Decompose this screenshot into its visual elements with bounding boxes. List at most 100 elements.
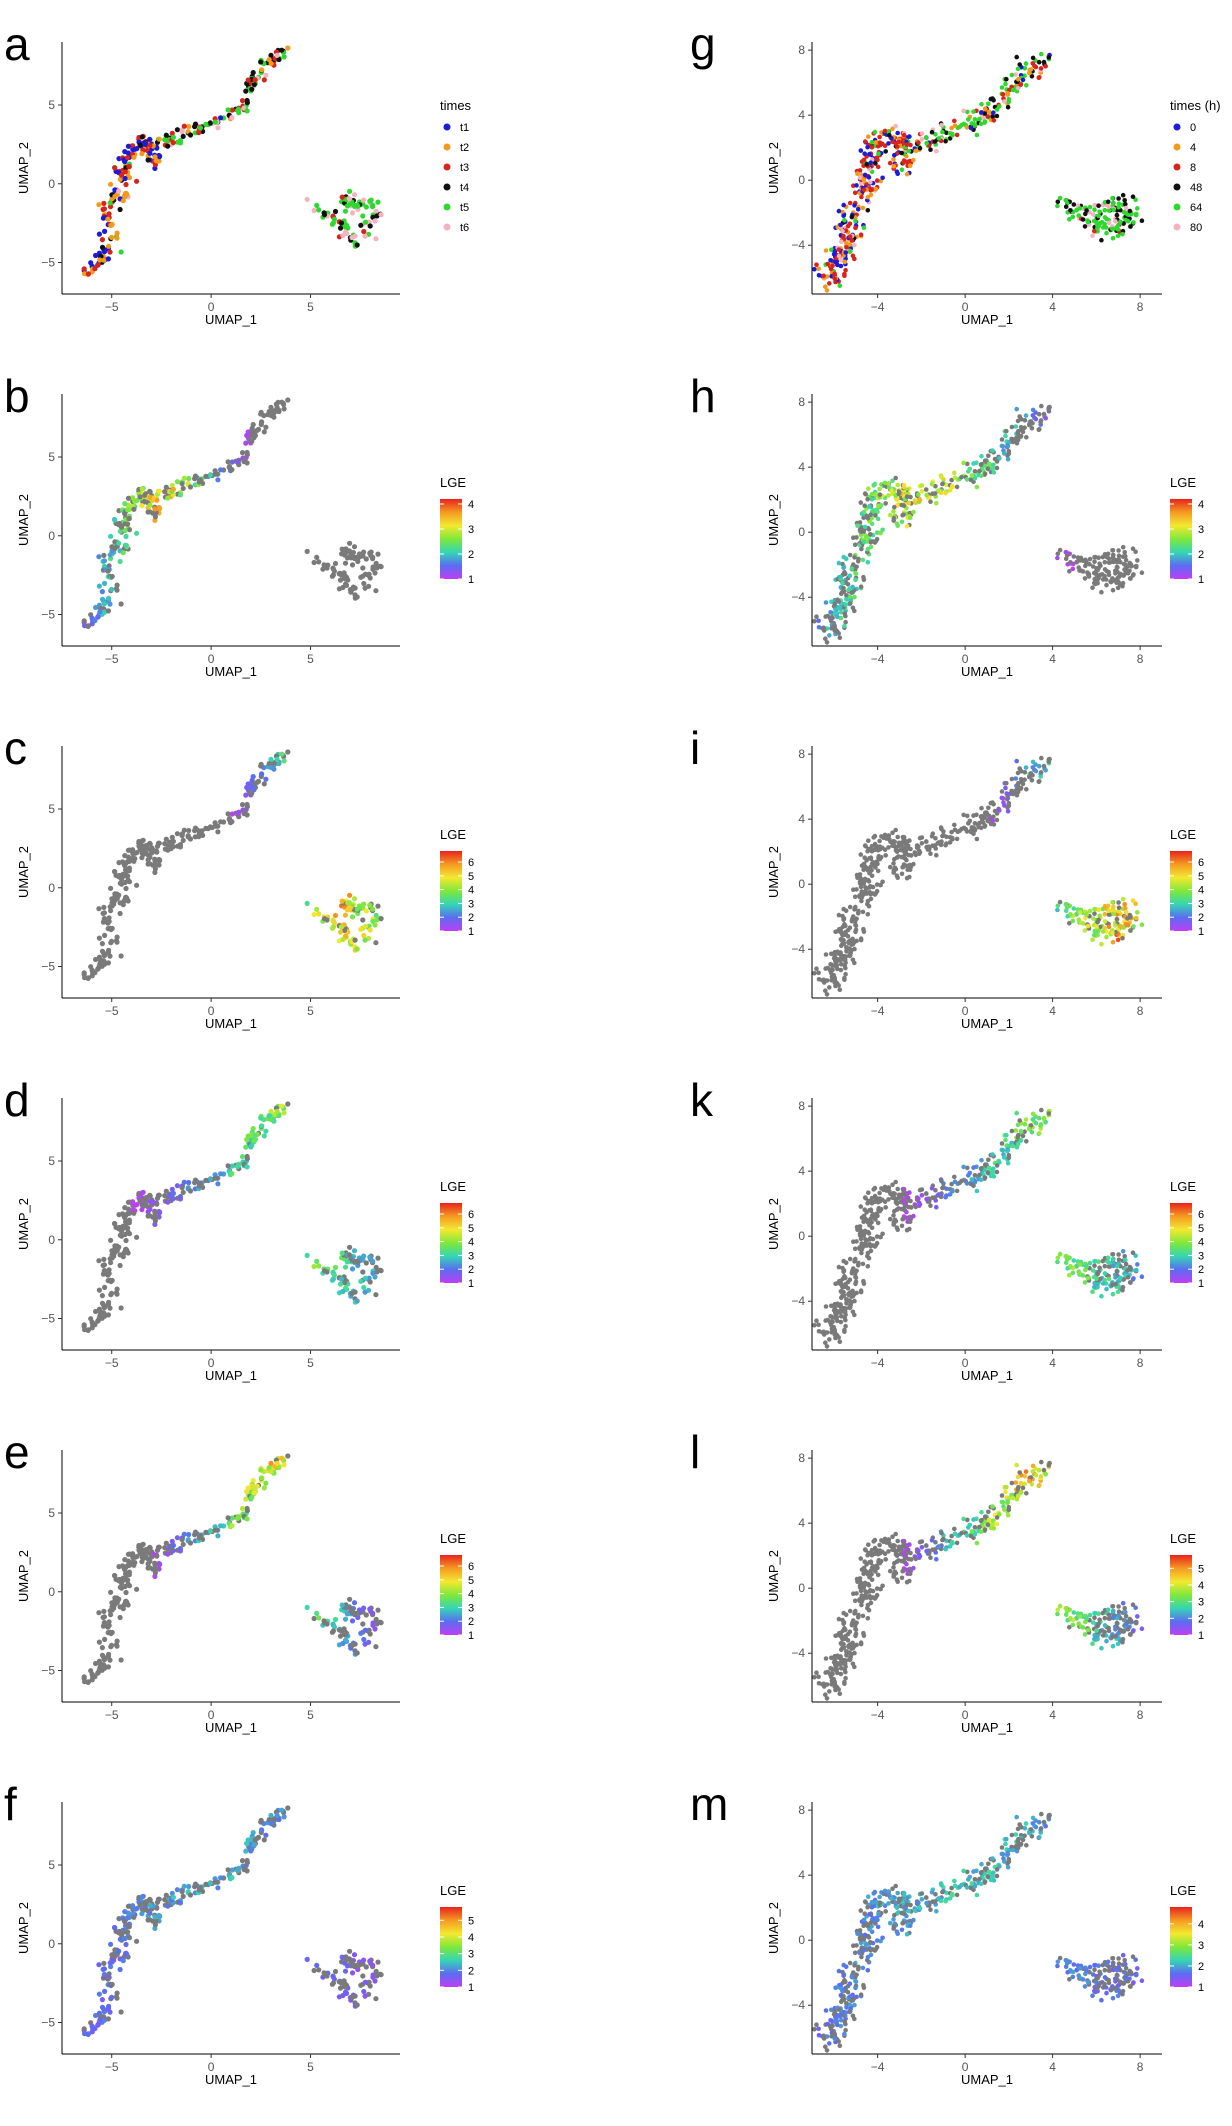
data-point [868,512,873,517]
data-point [1120,583,1125,589]
data-point [836,253,842,259]
data-point [837,987,843,992]
data-point [841,1258,846,1264]
data-point [1018,786,1024,791]
data-point [235,106,242,112]
data-point [966,469,971,474]
x-tick-label: 0 [208,1004,215,1018]
data-point [106,1651,112,1657]
data-point [351,896,358,902]
data-point [311,1615,317,1622]
data-point [124,1915,131,1921]
data-point [258,763,264,769]
data-point [147,1198,153,1205]
data-point [823,988,828,993]
data-point [844,241,849,246]
data-point [1096,213,1101,219]
data-point [1097,209,1102,215]
data-point [972,827,978,832]
data-point [268,52,274,59]
data-point [828,1314,833,1319]
data-point [361,1988,367,1995]
data-point [1076,213,1081,218]
data-point [1005,104,1011,110]
data-point [1055,551,1061,557]
data-point [101,1262,107,1268]
data-point [124,1211,131,1217]
data-point [125,847,131,853]
data-point [122,175,128,182]
data-point [252,1485,258,1491]
data-point [268,1116,274,1123]
data-point [362,1275,369,1281]
data-point [868,884,873,889]
data-point [101,601,107,607]
data-point [125,1199,131,1205]
data-point [134,882,140,888]
data-point [838,574,843,580]
data-point [1036,763,1042,769]
data-point [373,1616,379,1622]
data-point [243,1848,249,1854]
data-point [1135,206,1140,211]
data-point [244,1164,250,1170]
data-point [816,1322,821,1328]
data-point [108,1260,114,1266]
data-point [114,1291,120,1297]
data-point [373,1968,379,1974]
data-point [337,1633,344,1639]
data-point [873,513,878,518]
data-point [853,929,858,935]
legend-title: times (h) [1170,98,1221,113]
data-point [841,937,846,943]
data-point [1005,795,1010,800]
data-point [847,925,853,930]
data-point [859,194,864,200]
data-point [861,509,867,515]
data-point [101,1256,107,1262]
data-point [1116,201,1122,206]
data-point [860,557,866,563]
data-point [375,1255,381,1261]
data-point [1039,403,1044,409]
data-point [105,960,111,966]
data-point [279,399,285,405]
panel-letter: c [4,722,27,774]
data-point [959,122,964,128]
data-point [134,1554,140,1560]
data-point [869,1195,875,1201]
data-point [1030,413,1036,418]
data-point [928,851,933,856]
data-point [857,168,863,173]
data-point [165,1903,171,1909]
data-point [1029,1130,1035,1135]
data-point [1110,578,1115,584]
data-point [872,833,878,839]
data-point [872,481,878,487]
data-point [1027,422,1032,428]
data-point [177,844,183,850]
data-point [266,409,272,415]
data-point [123,533,129,540]
data-point [861,861,867,867]
data-point [105,608,111,614]
panel-letter: i [690,722,700,774]
data-point [1036,411,1042,417]
data-point [347,540,353,546]
data-point [180,1189,186,1195]
data-point [207,824,213,830]
data-point [170,134,176,140]
data-point [933,836,938,841]
data-point [372,218,378,224]
data-point [890,478,895,484]
data-point [346,196,352,202]
data-point [180,837,186,844]
data-point [152,1570,158,1576]
data-point [259,1827,265,1833]
data-point [873,1217,878,1222]
data-point [964,829,970,834]
legend-title: LGE [440,1883,466,1898]
data-point [972,1173,978,1178]
data-point [105,1624,111,1630]
